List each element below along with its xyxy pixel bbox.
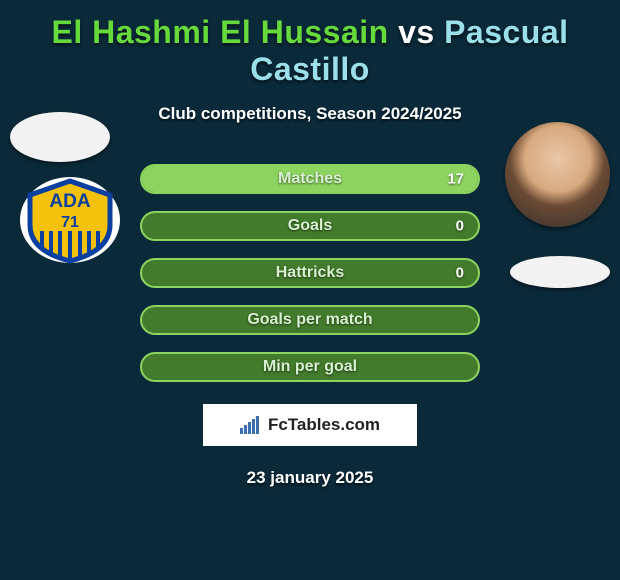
fctables-watermark: FcTables.com — [203, 404, 417, 446]
vs-separator: vs — [398, 14, 444, 50]
stat-label: Matches — [278, 170, 342, 188]
player1-name: El Hashmi El Hussain — [51, 14, 388, 50]
stat-right-value: 0 — [456, 265, 464, 282]
stat-label: Goals — [288, 217, 332, 235]
date-label: 23 january 2025 — [0, 468, 620, 488]
player2-club-badge — [510, 256, 610, 288]
player1-club-badge: ADA 71 — [18, 175, 122, 265]
stat-label: Goals per match — [247, 311, 372, 329]
stat-right-value: 0 — [456, 218, 464, 235]
badge-number: 71 — [61, 214, 79, 231]
stat-row: Matches 17 — [140, 164, 480, 194]
page-title: El Hashmi El Hussain vs Pascual Castillo — [0, 0, 620, 88]
comparison-card: El Hashmi El Hussain vs Pascual Castillo… — [0, 0, 620, 580]
stat-row: Goals 0 — [140, 211, 480, 241]
stat-row: Hattricks 0 — [140, 258, 480, 288]
player1-avatar — [10, 112, 110, 162]
badge-letters: ADA — [49, 191, 90, 212]
stat-row: Min per goal — [140, 352, 480, 382]
bar-chart-icon — [240, 416, 262, 434]
player2-avatar — [505, 122, 610, 227]
fctables-text: FcTables.com — [268, 415, 380, 435]
stat-label: Hattricks — [276, 264, 344, 282]
stat-label: Min per goal — [263, 358, 357, 376]
stat-row: Goals per match — [140, 305, 480, 335]
stat-right-value: 17 — [447, 171, 464, 188]
